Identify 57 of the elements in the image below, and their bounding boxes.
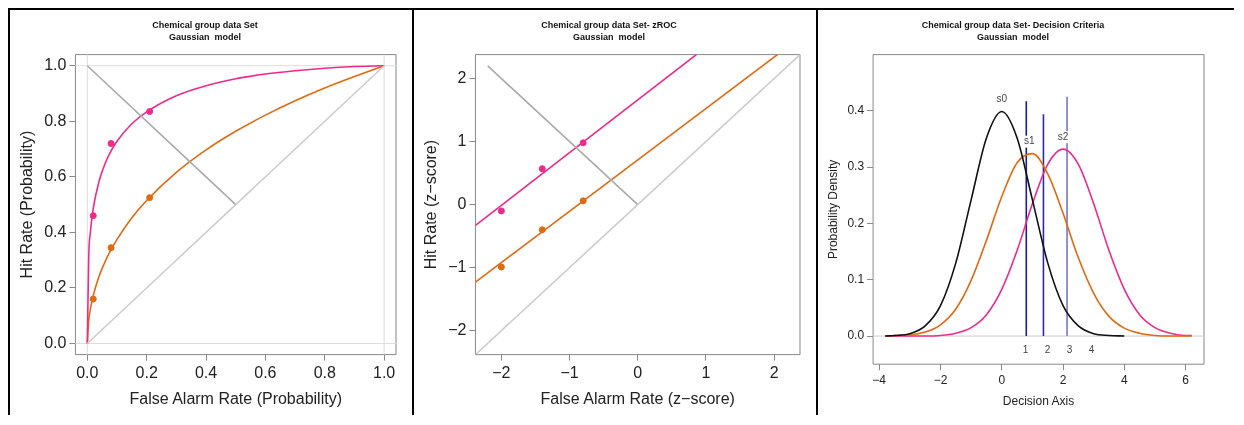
y-tick-label: 0.6: [44, 167, 67, 185]
line-series: [884, 110, 1126, 337]
x-tick-label: 0.6: [254, 363, 277, 381]
annotation: s2: [1057, 130, 1069, 142]
chart-subtitle: Gaussian model: [976, 31, 1050, 42]
y-tick-label: −2: [448, 321, 467, 339]
x-tick-label: 0.8: [313, 363, 336, 381]
point: [107, 139, 115, 147]
chart-title: Chemical group data Set: [152, 19, 258, 30]
x-tick-label: −1: [560, 363, 579, 381]
point: [497, 263, 505, 271]
annotation: 1: [1022, 343, 1029, 355]
annotation: s1: [1024, 135, 1036, 147]
x-tick-label: −2: [933, 372, 948, 387]
x-tick-label: 4: [1120, 372, 1128, 387]
y-tick-label: 1.0: [44, 56, 67, 74]
y-tick-label: 0: [457, 195, 467, 213]
chart-subtitle: Gaussian model: [168, 31, 242, 42]
annotation: 3: [1066, 343, 1073, 355]
y-axis-title: Hit Rate (z−score): [422, 139, 440, 270]
x-tick-label: 2: [769, 363, 779, 381]
x-axis-title: Decision Axis: [1002, 394, 1075, 409]
point: [538, 165, 546, 173]
y-tick-label: −1: [448, 258, 467, 276]
x-tick-label: 0: [998, 372, 1006, 387]
y-tick-label: 0.0: [847, 328, 865, 343]
x-tick-label: 0.2: [135, 363, 158, 381]
chart-title: Chemical group data Set- Decision Criteria: [921, 19, 1106, 30]
x-axis-title: False Alarm Rate (z−score): [540, 389, 735, 407]
y-tick-label: 0.4: [847, 103, 865, 118]
x-tick-label: 6: [1182, 372, 1190, 387]
y-axis-title: Probability Density: [825, 159, 840, 260]
annotation: 2: [1044, 343, 1051, 355]
x-tick-label: 0.4: [194, 363, 218, 381]
y-tick-label: 0.2: [44, 278, 67, 296]
y-tick-label: 0.2: [847, 215, 865, 230]
x-tick-label: −4: [872, 372, 887, 387]
y-tick-label: 2: [457, 68, 467, 86]
x-tick-label: 1.0: [373, 363, 396, 381]
chart-subtitle: Gaussian model: [572, 31, 646, 42]
y-tick-label: 1: [457, 131, 467, 149]
y-tick-label: 0.1: [847, 272, 865, 287]
point: [497, 207, 505, 215]
y-tick-label: 0.8: [44, 111, 67, 129]
y-tick-label: 0.3: [847, 159, 865, 174]
x-tick-label: 0.0: [76, 363, 99, 381]
x-tick-label: 1: [701, 363, 711, 381]
x-tick-label: 0: [633, 363, 643, 381]
x-axis-title: False Alarm Rate (Probability): [129, 389, 342, 407]
x-tick-label: 2: [1059, 372, 1067, 387]
y-tick-label: 0.4: [44, 222, 67, 240]
annotation: 4: [1088, 343, 1095, 355]
y-axis-title: Hit Rate (Probability): [18, 130, 36, 279]
chart-title: Chemical group data Set- zROC: [541, 19, 678, 30]
x-tick-label: −2: [492, 363, 511, 381]
y-tick-label: 0.0: [44, 333, 67, 351]
annotation: s0: [996, 93, 1008, 105]
